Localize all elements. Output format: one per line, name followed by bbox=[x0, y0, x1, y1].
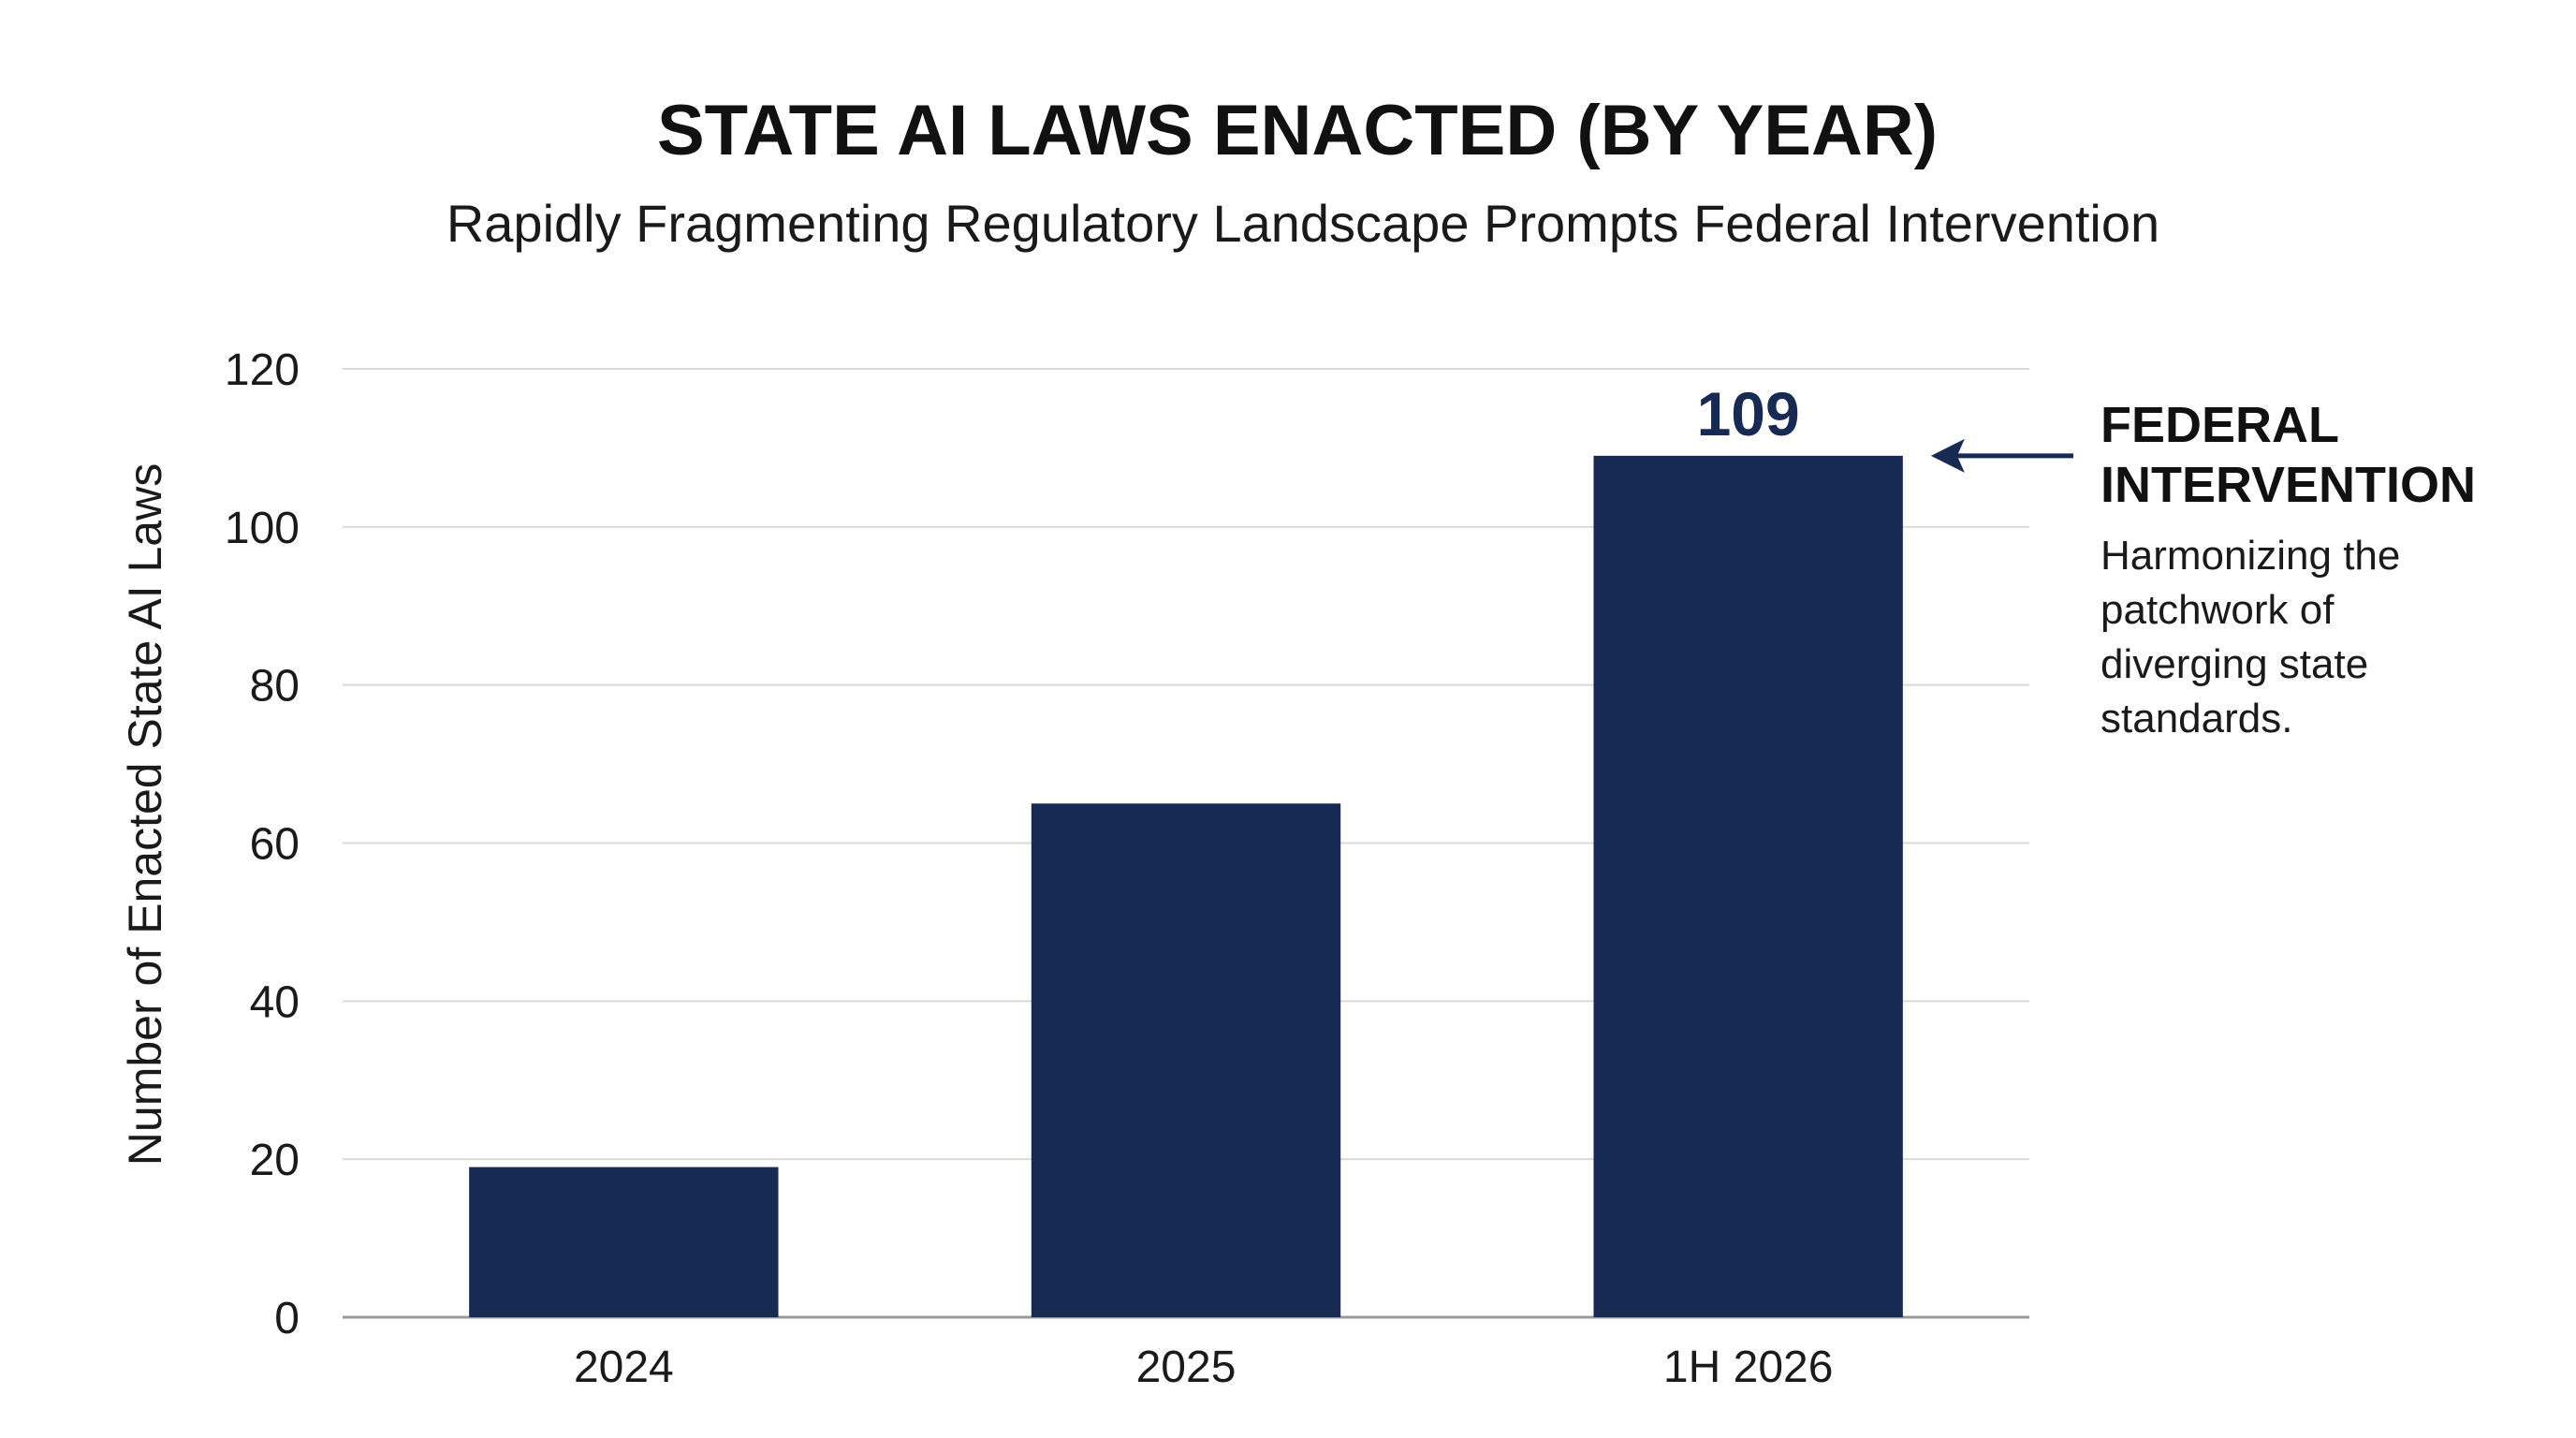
x-axis-ticks: 2024 2025 1H 2026 bbox=[574, 1343, 1833, 1392]
y-axis-ticks: 0 20 40 60 80 100 120 bbox=[225, 345, 300, 1343]
y-tick-label: 120 bbox=[225, 345, 300, 395]
federal-intervention-annotation: FEDERAL INTERVENTION Harmonizing the pat… bbox=[1930, 397, 2476, 741]
x-tick-label: 2024 bbox=[574, 1343, 674, 1392]
bar-2024 bbox=[469, 1167, 779, 1317]
arrow-head bbox=[1930, 438, 1965, 473]
annotation-title-line-2: INTERVENTION bbox=[2100, 457, 2476, 513]
chart-title: STATE AI LAWS ENACTED (BY YEAR) bbox=[657, 91, 1938, 170]
bar-1h-2026 bbox=[1593, 455, 1903, 1317]
y-tick-label: 20 bbox=[250, 1136, 300, 1185]
annotation-title-line-1: FEDERAL bbox=[2100, 397, 2339, 453]
annotation-body-line-3: diverging state bbox=[2100, 641, 2368, 687]
y-axis-label: Number of Enacted State AI Laws bbox=[119, 463, 171, 1166]
data-labels: 109 bbox=[1697, 379, 1800, 448]
annotation-body-line-4: standards. bbox=[2100, 696, 2292, 741]
y-tick-label: 0 bbox=[274, 1294, 300, 1343]
bars bbox=[469, 455, 1903, 1317]
y-tick-label: 80 bbox=[250, 662, 300, 712]
y-tick-label: 40 bbox=[250, 977, 300, 1027]
annotation-body-line-1: Harmonizing the bbox=[2100, 533, 2400, 579]
data-label: 109 bbox=[1697, 379, 1800, 448]
y-tick-label: 100 bbox=[225, 504, 300, 553]
annotation-body-line-2: patchwork of bbox=[2100, 587, 2334, 633]
chart-subtitle: Rapidly Fragmenting Regulatory Landscape… bbox=[446, 194, 2159, 253]
y-tick-label: 60 bbox=[250, 820, 300, 870]
x-tick-label: 2025 bbox=[1136, 1343, 1237, 1392]
x-tick-label: 1H 2026 bbox=[1663, 1343, 1833, 1392]
bar-2025 bbox=[1031, 803, 1341, 1317]
